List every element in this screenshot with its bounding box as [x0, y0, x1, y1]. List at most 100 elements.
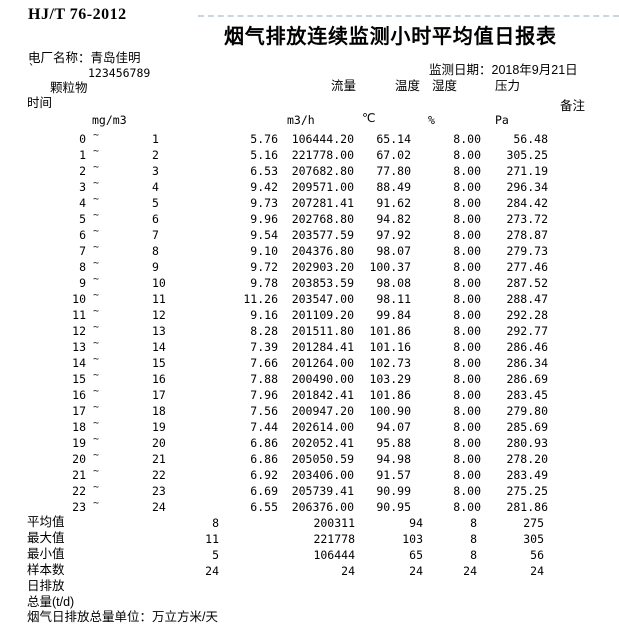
cell-pressure: 287.52: [506, 276, 548, 290]
cell-hour-end: 8: [152, 244, 159, 258]
cell-humidity: 8.00: [453, 132, 481, 146]
table-row: 1 ~2 5.16 221778.00 67.02 8.00 305.25: [0, 146, 619, 163]
table-row: 15 ~16 7.88 200490.00 103.29 8.00 286.69: [0, 370, 619, 387]
cell-tilde: ~: [93, 146, 100, 157]
cell-hour-end: 3: [152, 164, 159, 178]
cell-hour-end: 18: [152, 404, 166, 418]
cell-hour-end: 23: [152, 484, 166, 498]
cell-particulate: 8.28: [250, 324, 278, 338]
summary-row: 最大值 11 221778 103 8 305: [0, 531, 619, 547]
col-header-pressure: 压力: [495, 79, 521, 93]
table-row: 9 ~10 9.78 203853.59 98.08 8.00 287.52: [0, 274, 619, 291]
cell-flow: 201284.41: [291, 340, 354, 354]
col-header-flow: 流量: [331, 79, 357, 93]
cell-tilde: ~: [93, 194, 100, 205]
cell-flow: 202768.80: [291, 212, 354, 226]
table-row: 5 ~6 9.96 202768.80 94.82 8.00 273.72: [0, 210, 619, 227]
cell-particulate: 9.78: [250, 276, 278, 290]
unit-particulate: mg/m3: [92, 113, 127, 127]
unit-flow: m3/h: [287, 113, 315, 127]
summary-label: 总量(t/d): [27, 595, 75, 609]
cell-hour-end: 15: [152, 356, 166, 370]
table-row: 18 ~19 7.44 202614.00 94.07 8.00 285.69: [0, 418, 619, 435]
table-row: 4 ~5 9.73 207281.41 91.62 8.00 284.42: [0, 194, 619, 211]
cell-hour-start: 7: [79, 244, 86, 258]
cell-pressure: 283.45: [506, 388, 548, 402]
cell-humidity: 8.00: [453, 244, 481, 258]
table-row: 6 ~7 9.54 203577.59 97.92 8.00 278.87: [0, 226, 619, 243]
summary-particulate: 8: [212, 516, 219, 530]
cell-hour-start: 18: [72, 420, 86, 434]
cell-hour-end: 22: [152, 468, 166, 482]
table-row: 3 ~4 9.42 209571.00 88.49 8.00 296.34: [0, 178, 619, 195]
cell-hour-start: 14: [72, 356, 86, 370]
summary-flow: 24: [341, 564, 355, 578]
cell-humidity: 8.00: [453, 404, 481, 418]
table-row: 17 ~18 7.56 200947.20 100.90 8.00 279.80: [0, 402, 619, 419]
table-row: 14 ~15 7.66 201264.00 102.73 8.00 286.34: [0, 354, 619, 371]
summary-flow: 106444: [313, 548, 355, 562]
cell-hour-start: 1: [79, 148, 86, 162]
cell-humidity: 8.00: [453, 356, 481, 370]
cell-flow: 207682.80: [291, 164, 354, 178]
cell-temperature: 77.80: [376, 164, 411, 178]
cell-hour-start: 19: [72, 436, 86, 450]
cell-humidity: 8.00: [453, 372, 481, 386]
cell-flow: 201511.80: [291, 324, 354, 338]
cell-humidity: 8.00: [453, 212, 481, 226]
summary-pressure: 56: [530, 548, 544, 562]
cell-humidity: 8.00: [453, 420, 481, 434]
summary-flow: 221778: [313, 532, 355, 546]
cell-pressure: 278.87: [506, 228, 548, 242]
cell-hour-start: 12: [72, 324, 86, 338]
cell-temperature: 101.16: [369, 340, 411, 354]
col-header-remark: 备注: [560, 99, 586, 113]
cell-temperature: 88.49: [376, 180, 411, 194]
cell-particulate: 9.54: [250, 228, 278, 242]
cell-temperature: 95.88: [376, 436, 411, 450]
table-row: 16 ~17 7.96 201842.41 101.86 8.00 283.45: [0, 386, 619, 403]
cell-hour-end: 6: [152, 212, 159, 226]
cell-flow: 201842.41: [291, 388, 354, 402]
cell-pressure: 281.86: [506, 500, 548, 514]
cell-hour-start: 3: [79, 180, 86, 194]
cell-humidity: 8.00: [453, 228, 481, 242]
cell-pressure: 292.28: [506, 308, 548, 322]
cell-flow: 200947.20: [291, 404, 354, 418]
summary-row: 日排放: [0, 579, 619, 595]
cell-particulate: 9.42: [250, 180, 278, 194]
table-row: 23 ~24 6.55 206376.00 90.95 8.00 281.86: [0, 498, 619, 515]
cell-tilde: ~: [93, 450, 100, 461]
cell-tilde: ~: [93, 338, 100, 349]
cell-flow: 206376.00: [291, 500, 354, 514]
cell-flow: 106444.20: [291, 132, 354, 146]
table-row: 2 ~3 6.53 207682.80 77.80 8.00 271.19: [0, 162, 619, 179]
cell-particulate: 11.26: [243, 292, 278, 306]
cell-pressure: 280.93: [506, 436, 548, 450]
cell-humidity: 8.00: [453, 292, 481, 306]
cell-hour-end: 16: [152, 372, 166, 386]
unit-temperature: ℃: [362, 111, 376, 125]
cell-humidity: 8.00: [453, 308, 481, 322]
cell-flow: 209571.00: [291, 180, 354, 194]
unit-pressure: Pa: [495, 113, 509, 127]
table-row: 7 ~8 9.10 204376.80 98.07 8.00 279.73: [0, 242, 619, 259]
table-row: 21 ~22 6.92 203406.00 91.57 8.00 283.49: [0, 466, 619, 483]
cell-pressure: 273.72: [506, 212, 548, 226]
cell-flow: 203577.59: [291, 228, 354, 242]
cell-temperature: 97.92: [376, 228, 411, 242]
cell-humidity: 8.00: [453, 500, 481, 514]
cell-pressure: 279.80: [506, 404, 548, 418]
cell-particulate: 7.96: [250, 388, 278, 402]
cell-hour-end: 21: [152, 452, 166, 466]
cell-hour-start: 20: [72, 452, 86, 466]
cell-hour-end: 11: [152, 292, 166, 306]
cell-tilde: ~: [93, 370, 100, 381]
cell-flow: 203406.00: [291, 468, 354, 482]
summary-row: 最小值 5 106444 65 8 56: [0, 547, 619, 563]
cell-tilde: ~: [93, 482, 100, 493]
table-row: 19 ~20 6.86 202052.41 95.88 8.00 280.93: [0, 434, 619, 451]
table-row: 10 ~11 11.26 203547.00 98.11 8.00 288.47: [0, 290, 619, 307]
col-header-particulate: 颗粒物: [50, 81, 88, 95]
cell-hour-start: 2: [79, 164, 86, 178]
